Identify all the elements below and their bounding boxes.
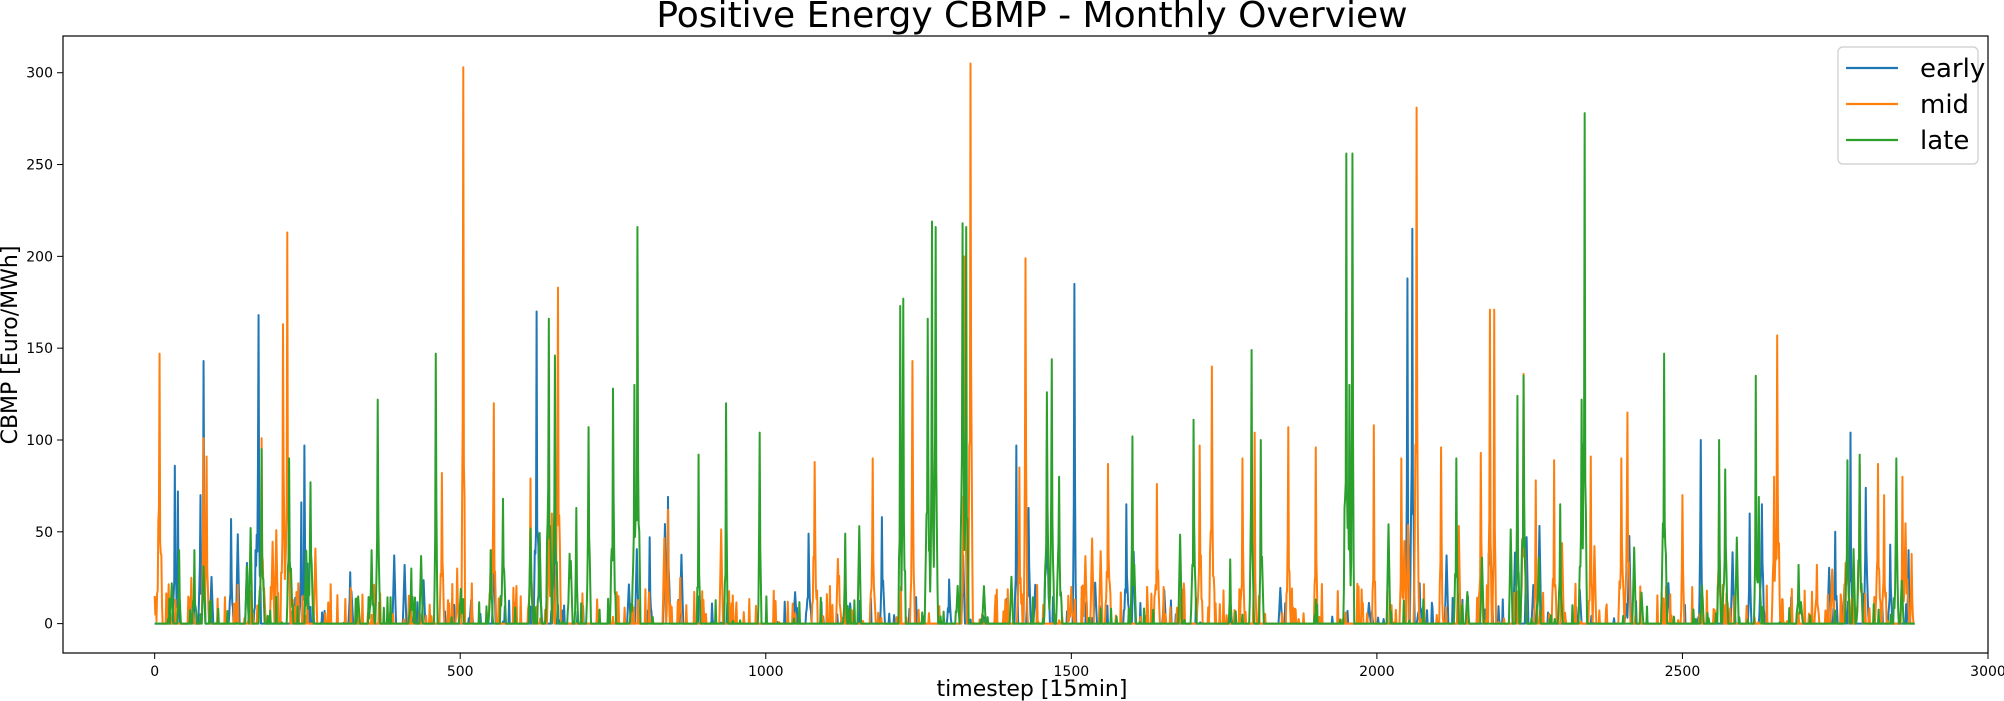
legend-box <box>1837 46 1979 165</box>
y-tick-label: 250 <box>26 158 53 174</box>
y-tick-label: 200 <box>26 249 53 265</box>
x-tick-label: 500 <box>447 664 474 680</box>
x-tick-label: 0 <box>150 664 159 680</box>
plot-frame <box>62 35 1989 654</box>
legend: early mid late <box>1837 46 1985 165</box>
series-line-early <box>154 227 1916 625</box>
y-tick-label: 150 <box>26 341 53 357</box>
x-tick-label: 1000 <box>748 664 784 680</box>
legend-label-early: early <box>1920 54 1985 84</box>
x-tick-label: 3000 <box>1970 664 2004 680</box>
y-tick-label: 100 <box>26 433 53 449</box>
legend-label-mid: mid <box>1920 90 1969 120</box>
x-tick-label: 2500 <box>1665 664 1701 680</box>
y-tick-label: 50 <box>35 525 53 541</box>
y-axis-ticks: 0 50 100 150 200 250 300 <box>26 66 63 633</box>
x-tick-label: 1500 <box>1054 664 1090 680</box>
y-tick-label: 0 <box>44 617 53 633</box>
y-axis-label: CBMP [Euro/MWh] <box>0 246 23 445</box>
x-tick-label: 2000 <box>1359 664 1395 680</box>
chart-title: Positive Energy CBMP - Monthly Overview <box>656 0 1407 36</box>
series-line-late <box>154 112 1916 625</box>
x-axis-ticks: 0 500 1000 1500 2000 2500 3000 <box>150 653 2004 680</box>
y-tick-label: 300 <box>26 66 53 82</box>
legend-label-late: late <box>1920 126 1969 156</box>
series-layer <box>153 62 1916 625</box>
series-line-mid <box>153 62 1916 625</box>
x-axis-label: timestep [15min] <box>937 677 1128 701</box>
plot-area <box>62 35 1989 654</box>
